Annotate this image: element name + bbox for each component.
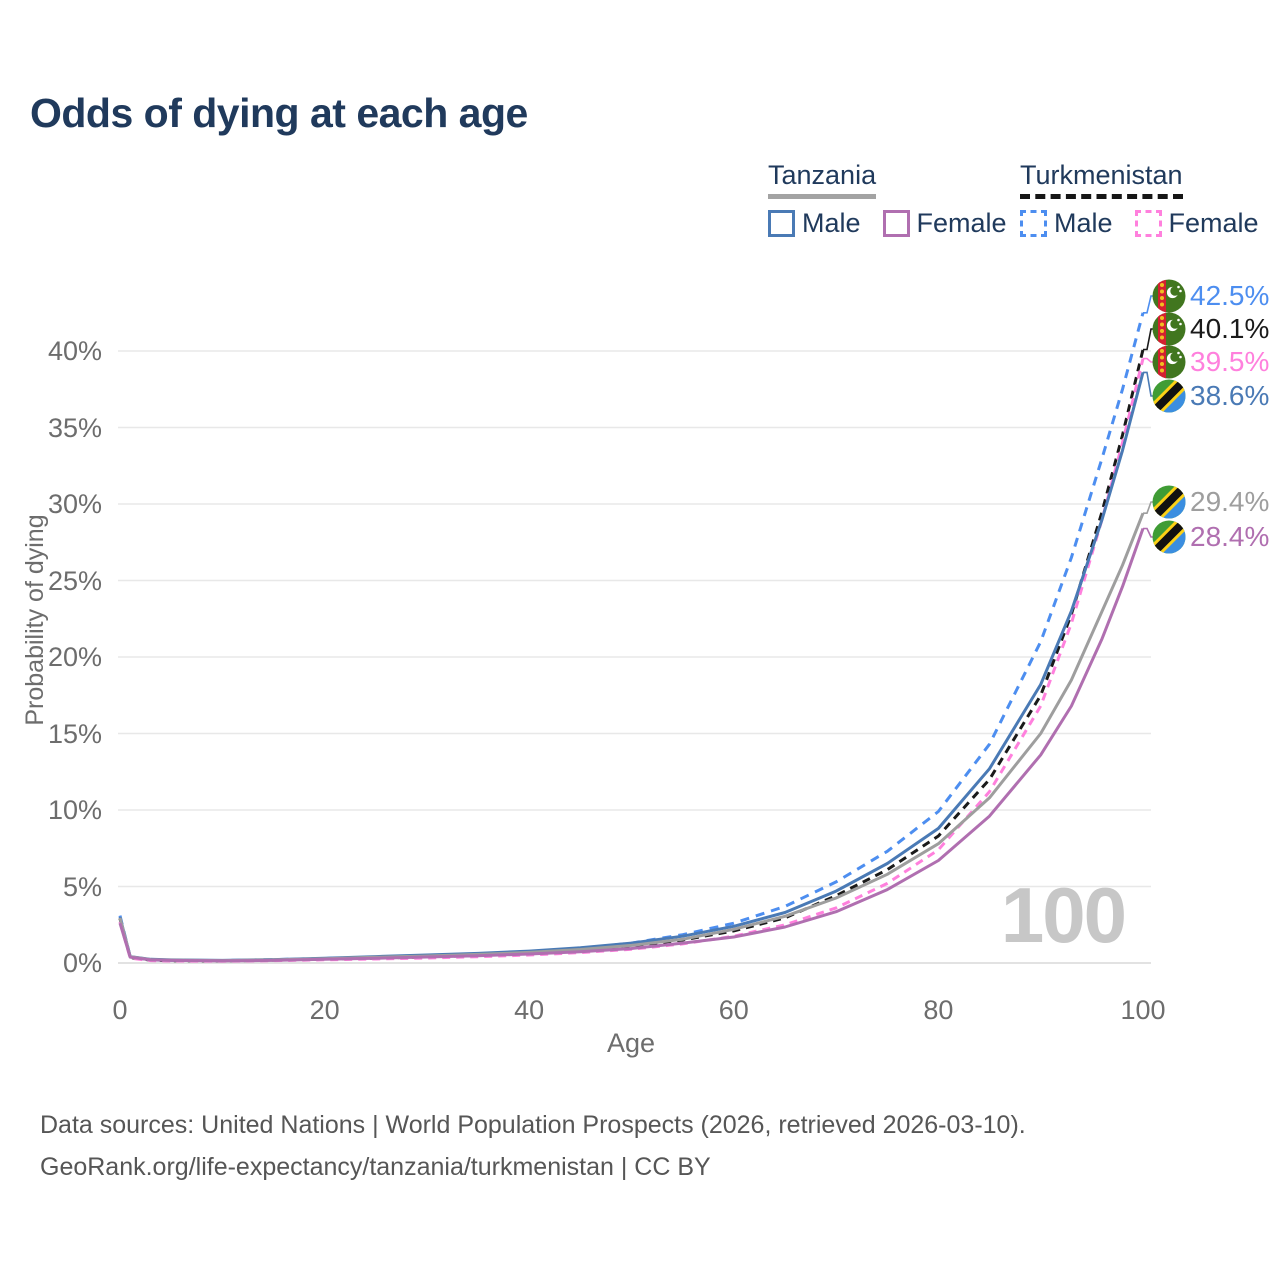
flag-art xyxy=(1152,345,1186,379)
gul-motif xyxy=(1160,335,1164,340)
crescent-inner xyxy=(1170,286,1180,296)
legend-item-tanzania-male[interactable]: Male xyxy=(768,208,861,239)
legend-item-tanzania-female[interactable]: Female xyxy=(882,208,1007,239)
end-connector xyxy=(1143,357,1154,363)
legend-item-turkmenistan-male[interactable]: Male xyxy=(1020,208,1113,239)
georank-link[interactable]: GeoRank.org/life-expectancy/tanzania/tur… xyxy=(40,1153,711,1181)
legend-item-turkmenistan-female[interactable]: Female xyxy=(1134,208,1259,239)
end-connector xyxy=(1143,527,1154,538)
turkmenistan-male-swatch-icon xyxy=(1020,210,1047,237)
legend-group-turkmenistan: Turkmenistan Male Female xyxy=(1020,160,1280,239)
gul-motif xyxy=(1160,329,1164,333)
tanzania-flag-icon xyxy=(1152,485,1186,519)
gul-motif xyxy=(1160,355,1164,360)
star xyxy=(1179,289,1182,293)
gul-motif xyxy=(1160,316,1164,320)
series-line-turkmenistan-male xyxy=(118,312,1145,963)
gul-motif xyxy=(1160,322,1164,327)
flag-art xyxy=(1152,312,1186,346)
legend-group-tanzania: Tanzania Male Female xyxy=(768,160,1029,239)
star xyxy=(1177,318,1180,322)
star xyxy=(1177,285,1180,289)
legend-item-label: Female xyxy=(916,208,1007,238)
legend-row-tanzania: Male Female xyxy=(768,208,1029,239)
turkmenistan-female-swatch-icon xyxy=(1134,210,1162,237)
gul-motif xyxy=(1160,362,1164,366)
legend-row-turkmenistan: Male Female xyxy=(1020,208,1280,239)
legend-item-label: Male xyxy=(1054,208,1113,238)
data-sources-text: Data sources: United Nations | World Pop… xyxy=(40,1111,1026,1139)
gul-motif xyxy=(1160,349,1164,353)
series-line-turkmenistan-female xyxy=(118,358,1145,963)
star xyxy=(1177,351,1180,355)
crescent-inner xyxy=(1170,352,1180,362)
series-line-turkmenistan-both xyxy=(118,349,1145,963)
gul-motif xyxy=(1160,289,1164,294)
legend-item-label: Male xyxy=(802,208,861,238)
tanzania-male-swatch-icon xyxy=(768,210,795,237)
tanzania-flag-icon xyxy=(1152,379,1186,413)
legend-country-turkmenistan[interactable]: Turkmenistan xyxy=(1020,160,1183,199)
star xyxy=(1179,355,1182,359)
turkmenistan-flag-icon xyxy=(1152,312,1186,346)
flag-art xyxy=(1152,485,1186,519)
tanzania-female-swatch-icon xyxy=(882,210,910,237)
series-line-tanzania-female xyxy=(118,528,1145,963)
page-title: Odds of dying at each age xyxy=(30,90,528,136)
turkmenistan-flag-icon xyxy=(1152,345,1186,379)
tanzania-flag-icon xyxy=(1152,520,1186,554)
flag-art xyxy=(1152,520,1186,554)
turkmenistan-flag-icon xyxy=(1152,279,1186,313)
gul-motif xyxy=(1160,368,1164,373)
gul-motif xyxy=(1160,302,1164,307)
gul-motif xyxy=(1160,296,1164,300)
end-connector xyxy=(1143,328,1154,351)
end-connector xyxy=(1143,295,1154,314)
flag-art xyxy=(1152,279,1186,313)
gul-motif xyxy=(1160,283,1164,287)
star xyxy=(1179,322,1182,326)
end-connector xyxy=(1143,371,1154,397)
legend-country-tanzania[interactable]: Tanzania xyxy=(768,160,877,199)
legend-item-label: Female xyxy=(1168,208,1259,238)
flag-art xyxy=(1152,379,1186,413)
series-line-tanzania-male xyxy=(118,372,1145,962)
age-counter-watermark: 100 xyxy=(1000,871,1127,959)
crescent-inner xyxy=(1170,319,1180,329)
footer: Data sources: United Nations | World Pop… xyxy=(40,1104,1240,1188)
